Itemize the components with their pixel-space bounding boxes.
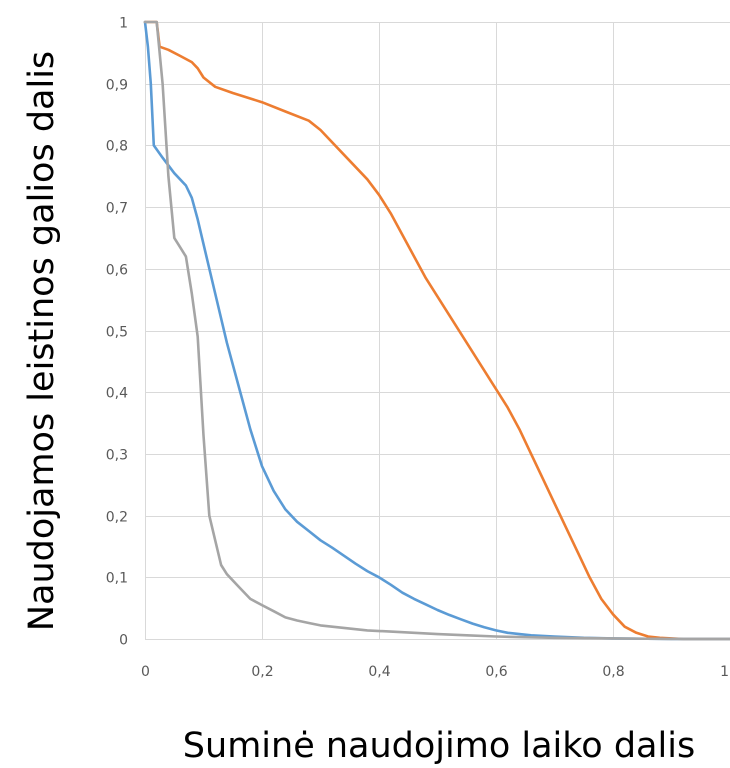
- y-tick-label: 0,1: [106, 571, 128, 587]
- y-axis-title: Naudojamos leistinos galios dalis: [22, 51, 62, 631]
- x-tick-label: 0,6: [485, 664, 507, 680]
- y-tick-label: 0,6: [106, 263, 128, 279]
- y-tick-label: 1: [119, 16, 128, 32]
- x-tick-label: 1: [720, 664, 729, 680]
- gridlines: [145, 22, 730, 639]
- y-tick-label: 0,7: [106, 201, 128, 217]
- y-tick-label: 0: [119, 633, 128, 649]
- x-axis-title: Suminė naudojimo laiko dalis: [183, 726, 695, 766]
- series-line-blue: [143, 20, 730, 641]
- series-lines: [143, 20, 730, 641]
- series-line-orange: [143, 20, 730, 641]
- y-tick-labels: 0 0,1 0,2 0,3 0,4 0,5 0,6 0,7 0,8 0,9 1: [106, 16, 128, 649]
- x-tick-labels: 0 0,2 0,4 0,6 0,8 1: [141, 664, 729, 680]
- x-tick-label: 0: [141, 664, 150, 680]
- y-tick-label: 0,2: [106, 510, 128, 526]
- axes: [145, 22, 730, 640]
- series-line-gray: [143, 20, 730, 641]
- x-tick-label: 0,2: [251, 664, 273, 680]
- x-tick-label: 0,8: [602, 664, 624, 680]
- y-tick-label: 0,4: [106, 386, 128, 402]
- x-tick-label: 0,4: [368, 664, 390, 680]
- y-tick-label: 0,8: [106, 139, 128, 155]
- y-tick-label: 0,9: [106, 78, 128, 94]
- y-tick-label: 0,3: [106, 448, 128, 464]
- y-tick-label: 0,5: [106, 325, 128, 341]
